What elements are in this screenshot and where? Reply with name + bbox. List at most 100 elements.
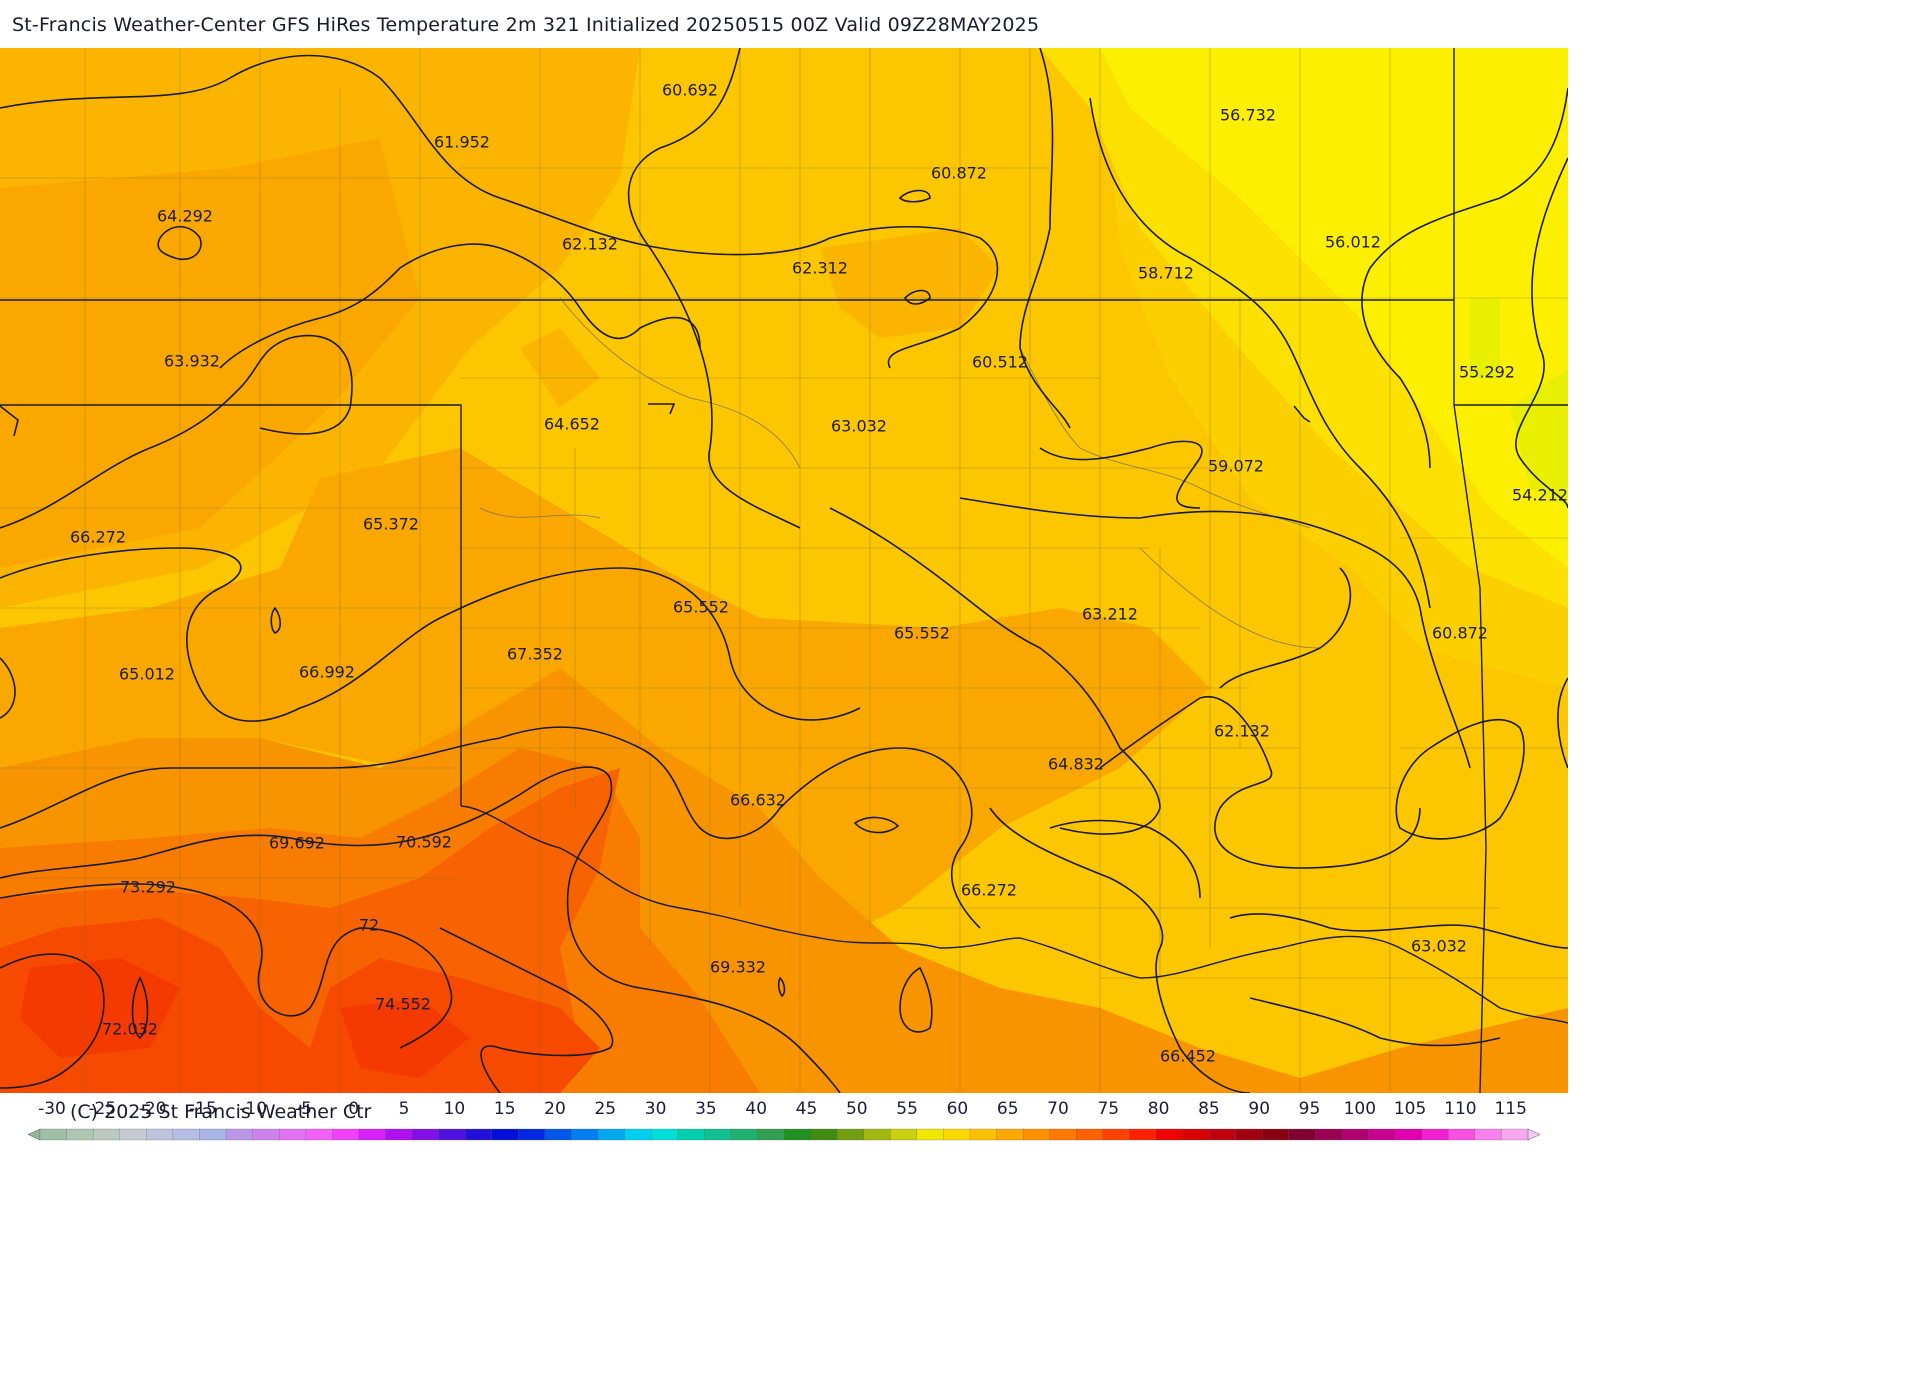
colorbar-ticks: -30 -25 -20 -15 -10 -5 0 5 10 15 20 25 30 35 40 45 50 55 6… (38, 1099, 1527, 1119)
contour-label: 66.272 (961, 881, 1017, 900)
contour-labels: 60.692 61.952 64.292 62.132 60.872 62.312 56.7… (70, 81, 1568, 1066)
contour-label: 65.372 (363, 515, 419, 534)
colorbar-cell (1129, 1128, 1157, 1141)
colorbar-cell (810, 1128, 838, 1141)
rivers (479, 297, 1321, 649)
colorbar-cell (1022, 1128, 1051, 1141)
colorbar-cell (969, 1128, 998, 1141)
contour-label: 55.292 (1459, 363, 1515, 382)
contour-label: 67.352 (507, 645, 563, 664)
contour-label: 59.072 (1208, 457, 1264, 476)
contour-label: 60.512 (972, 353, 1028, 372)
colorbar-tick-label: 75 (1097, 1099, 1119, 1119)
colorbar-cell (1315, 1128, 1343, 1141)
colorbar-cell (278, 1128, 307, 1141)
colorbar-cell (411, 1128, 440, 1141)
contour-label: 69.332 (710, 958, 766, 977)
contour-label: 63.032 (1411, 937, 1467, 956)
colorbar-tick-label: 45 (796, 1099, 818, 1119)
contour-label: 66.632 (730, 791, 786, 810)
colorbar-cell (1341, 1128, 1370, 1141)
wind-barbs (0, 403, 1311, 437)
colorbar-tick-label: -10 (239, 1099, 267, 1119)
colorbar-cell (544, 1128, 573, 1141)
colorbar-cell (1448, 1128, 1476, 1141)
colorbar-tick-label: 0 (348, 1099, 359, 1119)
temperature-colorbar: -30 -25 -20 -15 -10 -5 0 5 10 15 20 25 30 35 40 45 50 55 6… (27, 1099, 1541, 1141)
state-boundaries (0, 48, 1568, 1093)
colorbar-cell (1182, 1128, 1210, 1141)
contour-label: 66.452 (1160, 1047, 1216, 1066)
colorbar-cell (199, 1128, 227, 1141)
colorbar-cell (438, 1128, 466, 1141)
colorbar-cell (39, 1128, 68, 1141)
colorbar-tick-label: 5 (399, 1099, 410, 1119)
contour-label: 60.872 (1432, 624, 1488, 643)
contour-label: 72.032 (102, 1020, 158, 1039)
colorbar-cell (1288, 1128, 1317, 1141)
colorbar-cell (252, 1128, 280, 1141)
colorbar-tick-label: -25 (88, 1099, 116, 1119)
contour-label: 54.212 (1512, 486, 1568, 505)
colorbar-cell (943, 1128, 971, 1141)
colorbar-tick-label: -20 (139, 1099, 167, 1119)
colorbar-max-arrow (1527, 1128, 1541, 1141)
colorbar-cell (119, 1128, 147, 1141)
colorbar-tick-label: 25 (594, 1099, 616, 1119)
contour-label: 63.932 (164, 352, 220, 371)
colorbar-tick-label: 30 (645, 1099, 667, 1119)
colorbar-cell (225, 1128, 254, 1141)
contour-label: 56.732 (1220, 106, 1276, 125)
contour-label: 65.552 (894, 624, 950, 643)
colorbar-cell (1208, 1128, 1237, 1141)
contour-label: 62.132 (562, 235, 618, 254)
colorbar-cell (518, 1128, 546, 1141)
colorbar-cell (650, 1128, 679, 1141)
colorbar-tick-label: 80 (1148, 1099, 1170, 1119)
colorbar-tick-label: 50 (846, 1099, 868, 1119)
colorbar-tick-label: 15 (494, 1099, 516, 1119)
band-74 (20, 958, 470, 1078)
colorbar-cell (92, 1128, 121, 1141)
colorbar-cell (836, 1128, 865, 1141)
colorbar-cell (571, 1128, 599, 1141)
colorbar-cell (624, 1128, 652, 1141)
colorbar-cell (730, 1128, 759, 1141)
colorbar-tick-label: 105 (1394, 1099, 1426, 1119)
colorbar-cell (1235, 1128, 1263, 1141)
colorbar-cell (172, 1128, 201, 1141)
colorbar-cell (464, 1128, 493, 1141)
colorbar-tick-label: 10 (444, 1099, 466, 1119)
colorbar-tick-label: 70 (1047, 1099, 1069, 1119)
contour-label: 74.552 (375, 995, 431, 1014)
colorbar-cell (757, 1128, 785, 1141)
colorbar-cell (1155, 1128, 1184, 1141)
contour-label: 62.312 (792, 259, 848, 278)
contour-label: 65.552 (673, 598, 729, 617)
colorbar-cell (1474, 1128, 1503, 1141)
colorbar-tick-label: 35 (695, 1099, 717, 1119)
contour-label: 56.012 (1325, 233, 1381, 252)
colorbar-tick-label: 110 (1444, 1099, 1476, 1119)
colorbar-cell (1501, 1128, 1529, 1141)
colorbar-cell (385, 1128, 413, 1141)
colorbar-tick-label: -30 (38, 1099, 66, 1119)
isotherm-contours (0, 48, 1568, 1093)
colorbar-cell (1368, 1128, 1396, 1141)
colorbar-tick-label: 60 (947, 1099, 969, 1119)
colorbar-tick-label: 55 (896, 1099, 918, 1119)
contour-label: 66.992 (299, 663, 355, 682)
contour-label: 69.692 (269, 834, 325, 853)
colorbar-cell (890, 1128, 918, 1141)
colorbar-cell (146, 1128, 174, 1141)
contour-label: 63.032 (831, 417, 887, 436)
colorbar-cell (677, 1128, 705, 1141)
contour-label: 61.952 (434, 133, 490, 152)
colorbar-cell (1262, 1128, 1290, 1141)
colorbar-cell (358, 1128, 387, 1141)
colorbar-tick-label: 20 (544, 1099, 566, 1119)
colorbar-cell (1049, 1128, 1077, 1141)
band-65 (0, 138, 1210, 948)
colorbar-cell (66, 1128, 94, 1141)
colorbar-cell (916, 1128, 945, 1141)
